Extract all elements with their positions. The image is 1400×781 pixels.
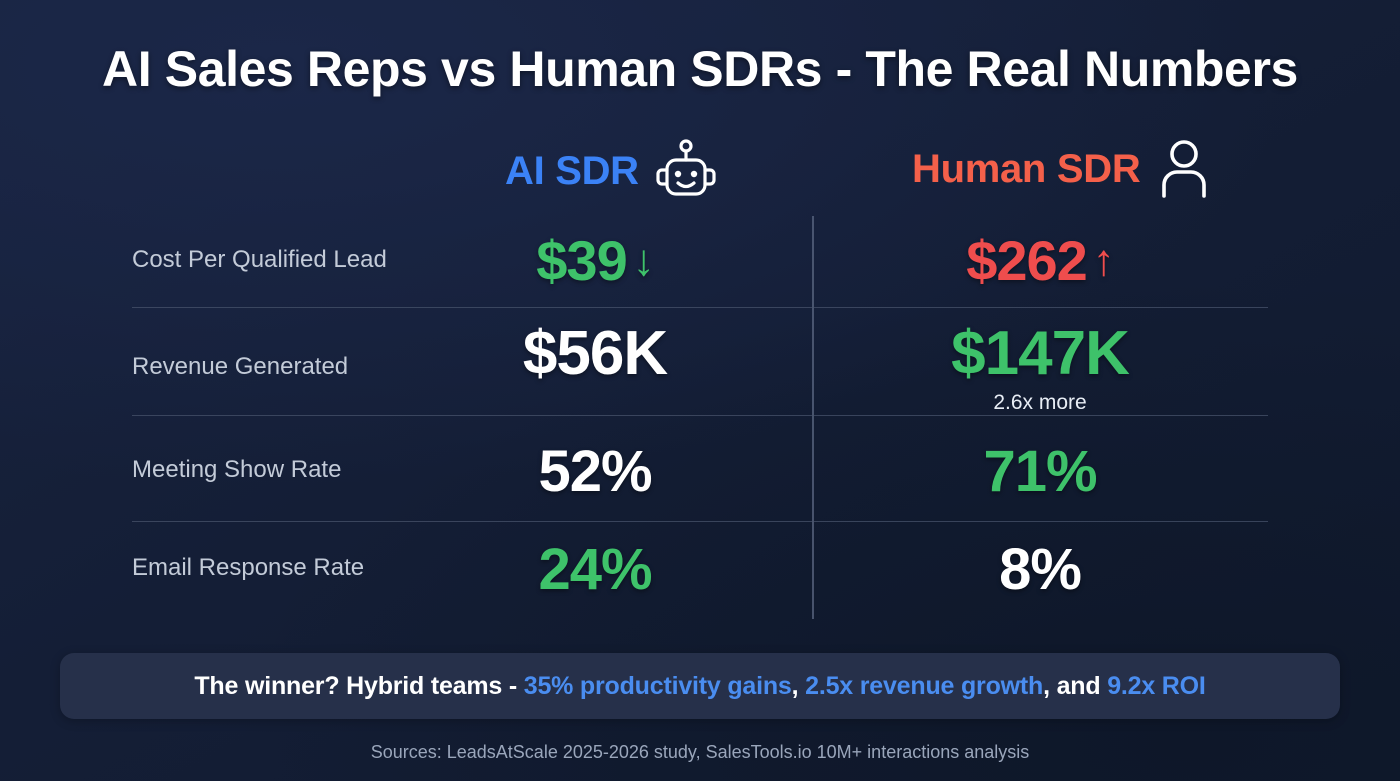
metric-number-human: $262 [966,229,1088,292]
robot-icon [655,138,717,204]
row-label: Email Response Rate [132,554,365,581]
metric-value-human: $147K [951,318,1130,389]
column-header-human-label: Human SDR [912,146,1141,191]
metric-value-ai: 24% [538,536,652,603]
metric-number-human: $147K [951,319,1130,388]
banner-sep-1: , [791,671,806,700]
column-divider [812,216,814,619]
metric-value-human: $262 ↑ [966,228,1115,293]
row-label: Revenue Generated [132,353,349,380]
metric-number-human: 8% [999,537,1082,602]
metric-number-ai: 24% [538,537,652,602]
row-divider-1 [132,307,1268,308]
metric-number-ai: 52% [538,439,652,504]
column-header-ai-label: AI SDR [505,148,639,193]
metric-value-ai: 52% [538,438,652,505]
banner-highlight-3: 9.2x ROI [1107,671,1206,700]
column-header-ai: AI SDR [505,138,717,204]
metric-note-human: 2.6x more [993,391,1087,414]
metric-number-human: 71% [983,439,1097,504]
column-header-human: Human SDR [912,138,1212,200]
trend-up-icon: ↑ [1092,235,1115,285]
sources-footer: Sources: LeadsAtScale 2025-2026 study, S… [370,742,1030,762]
banner-highlight-2: 2.5x revenue growth [805,671,1044,700]
metric-value-human: 71% [983,438,1097,505]
metric-number-ai: $56K [522,319,668,388]
row-cell-human: 71% [825,438,1255,505]
metric-number-ai: $39 [536,229,627,292]
row-cell-human: $147K 2.6x more [825,318,1255,415]
person-icon [1156,138,1212,200]
row-label: Meeting Show Rate [132,456,342,483]
metric-value-ai: $39 ↓ [536,228,655,293]
row-label: Cost Per Qualified Lead [132,246,387,273]
page-title: AI Sales Reps vs Human SDRs - The Real N… [102,41,1298,97]
summary-banner: The winner? Hybrid teams - 35% productiv… [60,653,1340,719]
row-cell-ai: 24% [390,536,800,603]
metric-value-human: 8% [999,536,1082,603]
summary-banner-text: The winner? Hybrid teams - 35% productiv… [194,672,1205,701]
banner-lead: The winner? Hybrid teams - [194,671,524,700]
row-cell-ai: $56K [390,318,800,389]
trend-down-icon: ↓ [632,235,655,285]
banner-sep-2: , and [1043,671,1108,700]
row-divider-3 [132,521,1268,522]
row-divider-2 [132,415,1268,416]
row-cell-ai: 52% [390,438,800,505]
banner-highlight-1: 35% productivity gains [523,671,792,700]
row-cell-human: $262 ↑ [825,228,1255,293]
row-cell-human: 8% [825,536,1255,603]
metric-value-ai: $56K [522,318,668,389]
row-cell-ai: $39 ↓ [390,228,800,293]
